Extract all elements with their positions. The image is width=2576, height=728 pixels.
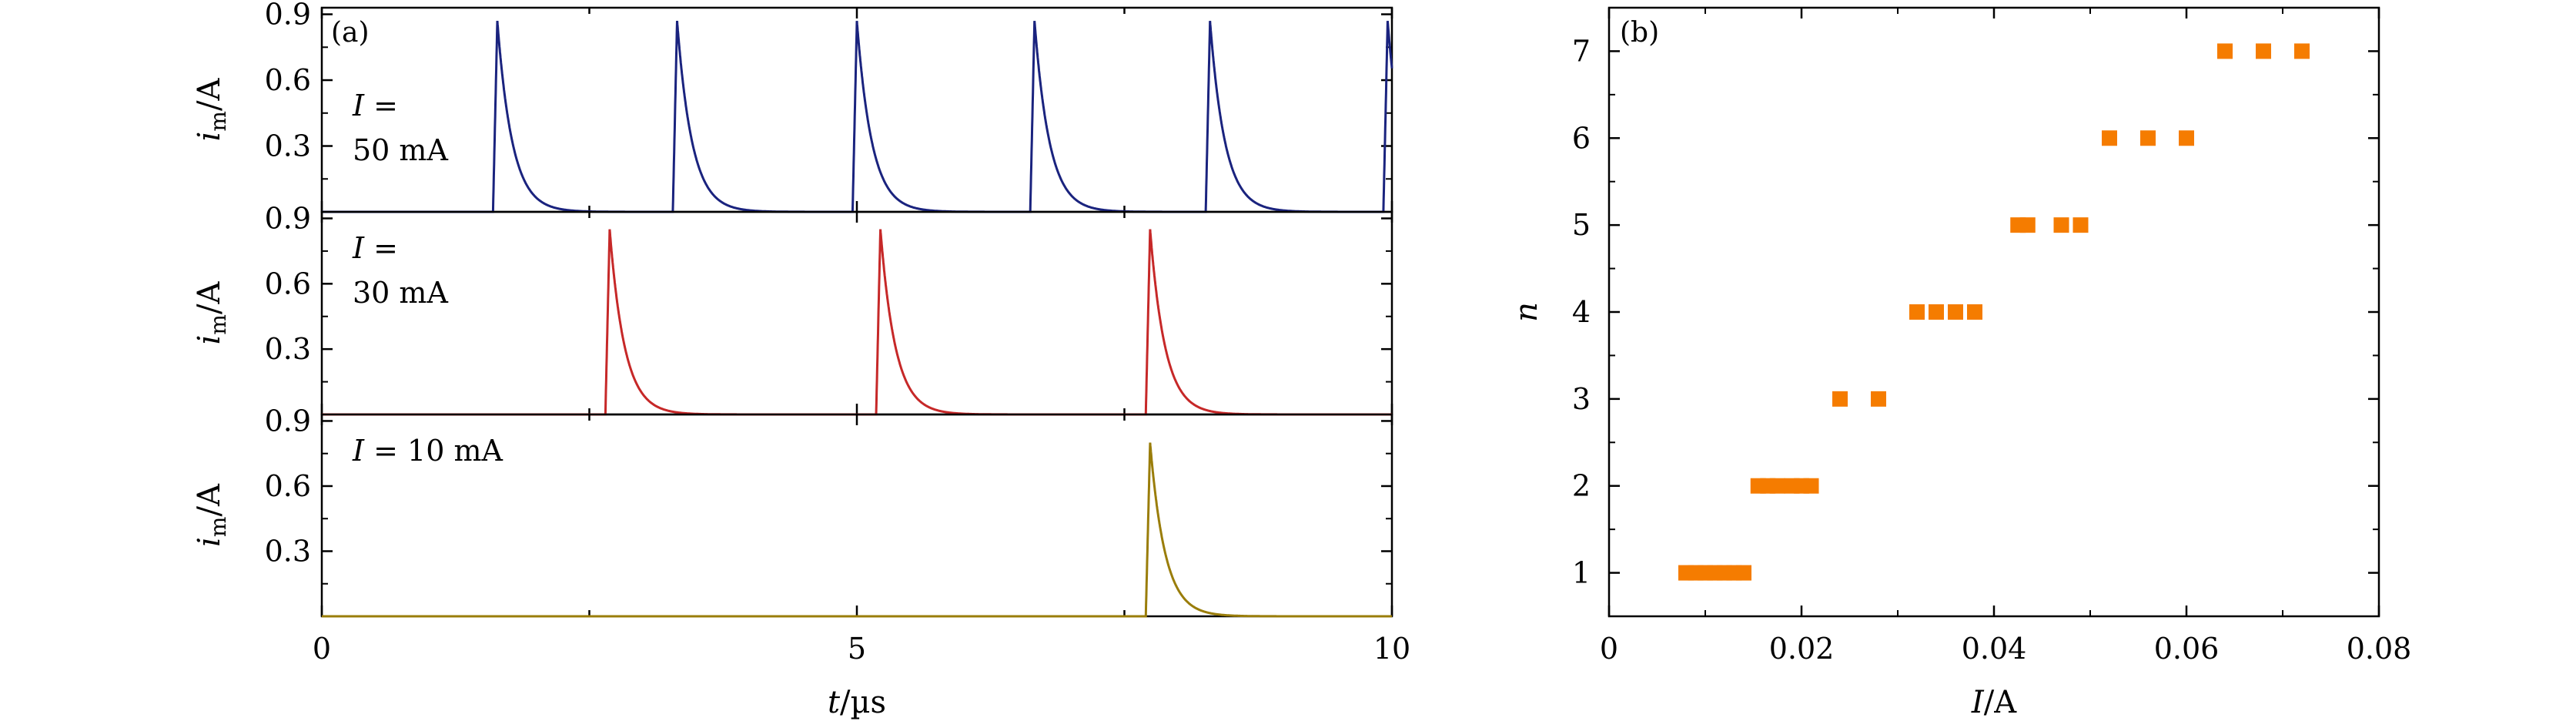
data-point — [2053, 217, 2069, 233]
y-tick-label: 0.6 — [265, 267, 311, 300]
x-tick-label: 10 — [1373, 632, 1410, 666]
data-point — [1929, 304, 1944, 320]
y-tick-label: 5 — [1572, 208, 1591, 242]
data-point — [2019, 217, 2036, 233]
x-tick-label: 0.02 — [1769, 632, 1835, 666]
x-axis-label: t/µs — [828, 685, 886, 720]
y-axis-label: im/A — [192, 281, 231, 345]
y-axis-label: im/A — [192, 78, 231, 142]
x-axis-label: I/A — [1971, 685, 2017, 720]
y-tick-label: 2 — [1572, 469, 1591, 503]
panel-letter: (a) — [331, 17, 370, 49]
x-tick-label: 0.06 — [2154, 632, 2220, 666]
data-point — [2179, 130, 2194, 146]
series-label: 50 mA — [353, 133, 448, 167]
subplot-1: 0.3 0.6 0.9 im/A I = 50 mA — [192, 0, 1393, 213]
data-point — [1948, 304, 1963, 320]
plot-frame — [1607, 6, 2380, 618]
subplot-frame — [320, 210, 1393, 416]
data-point — [1967, 304, 1982, 320]
y-tick-label: 0.3 — [265, 534, 311, 568]
data-point — [2256, 43, 2271, 59]
data-point — [2217, 43, 2233, 59]
data-point — [2073, 217, 2089, 233]
y-tick-label: 0.6 — [265, 63, 311, 97]
y-tick-label: 4 — [1572, 295, 1591, 329]
panel-b: 0 0.02 0.04 0.06 0.08 1 2 3 4 5 6 7 (b) I/A n — [1509, 6, 2412, 720]
data-point — [1803, 478, 1819, 494]
data-point — [2140, 130, 2156, 146]
series-line — [322, 442, 1392, 618]
y-tick-label: 0.9 — [265, 0, 311, 32]
y-tick-label: 3 — [1572, 382, 1591, 416]
panel-a: 0.3 0.6 0.9 im/A I = 50 mA 0.3 0.6 0.9 im/A I = 30 … — [192, 0, 1410, 720]
y-tick-label: 0.9 — [265, 404, 311, 438]
panel-letter: (b) — [1620, 17, 1659, 49]
x-tick-label: 0 — [313, 632, 331, 666]
series-line — [322, 229, 1392, 416]
data-point — [1871, 391, 1886, 407]
subplot-2: 0.3 0.6 0.9 im/A I = 30 mA — [192, 201, 1393, 416]
data-point — [2294, 43, 2310, 59]
x-tick-label: 5 — [848, 632, 866, 666]
data-point — [1909, 304, 1925, 320]
y-axis-label: im/A — [192, 483, 231, 547]
y-tick-label: 0.6 — [265, 469, 311, 503]
x-tick-label: 0 — [1600, 632, 1618, 666]
y-axis-label: n — [1509, 302, 1544, 322]
series-line — [322, 20, 1393, 213]
series-label: I = — [352, 89, 398, 122]
x-tick-label: 0.08 — [2347, 632, 2412, 666]
y-tick-label: 0.3 — [265, 129, 311, 163]
y-tick-label: 7 — [1572, 34, 1591, 68]
series-label: 30 mA — [353, 276, 448, 310]
subplot-3: 0.3 0.6 0.9 im/A I = 10 mA — [192, 404, 1393, 618]
y-tick-label: 0.9 — [265, 201, 311, 235]
series-label: I = — [352, 231, 398, 265]
data-point — [1736, 565, 1751, 581]
data-point — [1832, 391, 1848, 407]
data-point — [2102, 130, 2117, 146]
y-tick-label: 6 — [1572, 121, 1591, 155]
x-tick-label: 0.04 — [1962, 632, 2027, 666]
y-tick-label: 0.3 — [265, 332, 311, 366]
series-label: I = 10 mA — [352, 434, 503, 468]
y-tick-label: 1 — [1572, 556, 1591, 590]
data-point — [1769, 478, 1785, 494]
